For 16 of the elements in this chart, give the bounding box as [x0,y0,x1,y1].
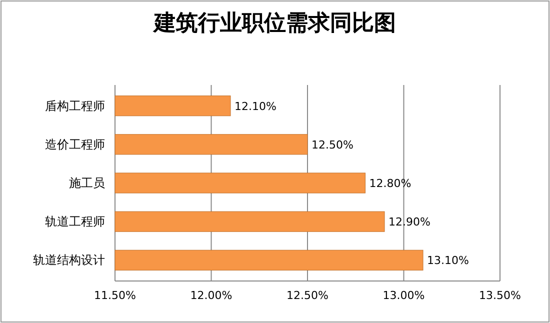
y-tick-label: 轨道工程师 [45,214,105,229]
x-tick-label: 12.50% [286,289,328,302]
x-tick-label: 12.00% [190,289,232,302]
x-tick-label: 13.00% [382,289,425,302]
y-tick-label: 施工员 [69,176,105,190]
data-label: 12.50% [312,138,354,152]
y-tick-label: 盾构工程师 [45,98,105,113]
x-tick-label: 11.50% [94,289,136,302]
data-label: 12.10% [234,100,276,113]
data-label: 12.80% [369,177,412,190]
chart-title: 建筑行业职位需求同比图 [152,11,396,36]
y-tick-label: 造价工程师 [45,137,105,152]
data-label: 13.10% [427,254,469,268]
y-tick-label: 轨道结构设计 [33,253,105,268]
x-tick-label: 13.50% [479,289,521,302]
data-label: 12.90% [388,216,430,229]
